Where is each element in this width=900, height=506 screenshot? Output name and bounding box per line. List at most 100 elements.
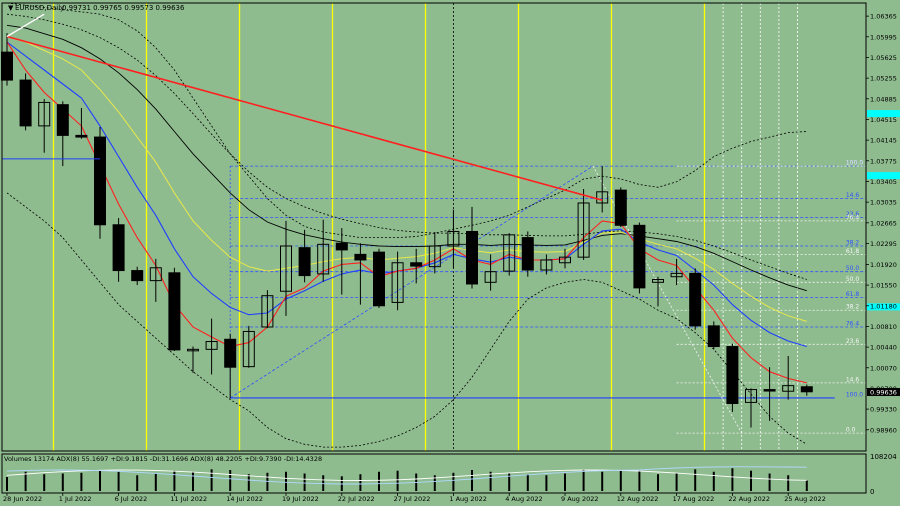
fib-level-label: 61.8 xyxy=(846,291,860,298)
bearish-candle xyxy=(466,230,478,285)
price-tick-label: 1.00070 xyxy=(870,364,897,372)
time-tick-label: 1 Aug 2022 xyxy=(449,495,487,503)
time-tick-label: 9 Aug 2022 xyxy=(561,495,599,503)
slow-sma-line xyxy=(6,13,807,280)
current-price-label: 0.99636 xyxy=(870,389,897,397)
adx-line xyxy=(6,469,807,481)
ema-slow-line xyxy=(6,36,807,322)
price-tick-label: 1.04515 xyxy=(870,116,897,124)
price-tick-label: 1.01550 xyxy=(870,282,897,290)
bullish-candle xyxy=(187,348,199,352)
white-trendline xyxy=(6,13,45,38)
overlay-lines xyxy=(2,13,900,311)
chart-symbol: EURUSD,Daily xyxy=(15,4,64,12)
price-tick-label: 1.03035 xyxy=(870,199,897,207)
time-tick-label: 22 Jul 2022 xyxy=(338,495,375,503)
bearish-candle xyxy=(224,338,237,368)
fib-level-label: 38.2 xyxy=(846,239,860,246)
price-tick-label: 1.04145 xyxy=(870,137,897,145)
bearish-candle xyxy=(131,270,144,282)
bearish-candle xyxy=(614,189,627,226)
bearish-candle xyxy=(689,272,702,327)
fib-secondary-label: 76.4 xyxy=(846,214,860,221)
bullish-candle xyxy=(428,245,441,268)
price-tick-label: 1.01920 xyxy=(870,261,897,269)
bullish-candle xyxy=(540,259,553,271)
bullish-candle xyxy=(670,272,683,278)
bullish-candle xyxy=(484,271,497,283)
fib-level-label: 14.6 xyxy=(846,192,860,199)
price-tick-label: 1.00810 xyxy=(870,323,897,331)
bearish-candle xyxy=(726,346,739,405)
time-tick-label: 1 Jul 2022 xyxy=(59,495,92,503)
bullish-candle xyxy=(38,101,51,127)
bullish-candle xyxy=(782,385,795,392)
candles xyxy=(1,33,813,428)
fib-diagonal-line xyxy=(229,165,594,399)
bearish-candle xyxy=(373,251,385,307)
fib-secondary-label: 61.8 xyxy=(846,248,860,255)
time-tick-label: 12 Aug 2022 xyxy=(617,495,659,503)
red-trendline xyxy=(6,35,603,201)
bullish-candle xyxy=(596,191,609,204)
price-tick-label: 0.99330 xyxy=(870,406,897,414)
fib-secondary-label: 50.0 xyxy=(846,276,860,283)
fib-diagonal-line xyxy=(592,165,743,434)
bullish-candle xyxy=(149,267,162,282)
bearish-candle xyxy=(410,262,423,267)
time-tick-label: 17 Aug 2022 xyxy=(673,495,715,503)
bearish-candle xyxy=(633,224,646,289)
fib-level-label: 100.0 xyxy=(846,160,863,167)
bearish-candle xyxy=(19,79,32,127)
bullish-candle xyxy=(317,243,330,275)
bullish-candle xyxy=(205,341,218,350)
price-axis: 1.06365 1.05995 1.05625 1.05255 1.04885 1.045… xyxy=(866,13,900,434)
price-tick-label: 1.05995 xyxy=(870,33,897,41)
price-tick-label: 1.04885 xyxy=(870,95,897,103)
fibonacci-levels: 100.014.623.638.250.061.876.4100.0100.07… xyxy=(229,160,866,434)
bullish-candle xyxy=(559,256,571,264)
volume-panel xyxy=(6,466,808,491)
time-tick-label: 14 Jul 2022 xyxy=(226,495,263,503)
fib-level-label: 100.0 xyxy=(846,391,863,398)
time-tick-label: 6 Jul 2022 xyxy=(115,495,148,503)
fib-secondary-label: 38.2 xyxy=(846,304,860,311)
fib-secondary-label: 23.6 xyxy=(846,338,860,345)
price-tick-label: 1.06365 xyxy=(870,13,897,21)
bullish-candle xyxy=(503,234,516,272)
bearish-candle xyxy=(56,104,69,136)
time-tick-label: 25 Aug 2022 xyxy=(784,495,826,503)
sma-line xyxy=(6,24,807,292)
bullish-candle xyxy=(261,295,274,328)
volume-frame xyxy=(1,453,867,494)
bearish-candle xyxy=(1,51,13,81)
price-tick-label: 1.05255 xyxy=(870,75,897,83)
fib-secondary-label: 0.0 xyxy=(846,427,856,434)
time-tick-label: 27 Jul 2022 xyxy=(394,495,431,503)
volume-axis-max: 108204 xyxy=(870,453,897,461)
bullish-candle xyxy=(745,389,757,403)
time-tick-label: 22 Aug 2022 xyxy=(728,495,770,503)
bearish-candle xyxy=(94,136,106,226)
bearish-candle xyxy=(521,237,534,271)
ema-fast-line xyxy=(6,41,807,384)
bearish-candle xyxy=(298,247,311,277)
chart-ohlc: 0.99731 0.99765 0.99573 0.99636 xyxy=(62,4,185,12)
volume-axis-zero: 0 xyxy=(870,488,874,496)
bullish-candle xyxy=(447,230,460,247)
bearish-candle xyxy=(335,242,348,251)
price-tick-label: 1.03775 xyxy=(870,157,897,165)
upper-band-line xyxy=(6,2,807,239)
price-tick-label: 1.05625 xyxy=(870,54,897,62)
time-axis: 28 Jun 2022 1 Jul 2022 6 Jul 2022 11 Jul 20… xyxy=(3,493,826,503)
fib-secondary-label: 100.0 xyxy=(846,160,863,167)
plot-frame xyxy=(1,2,867,452)
bearish-candle xyxy=(112,224,125,272)
price-tick-label: 1.00440 xyxy=(870,344,897,352)
bullish-candle xyxy=(652,279,664,283)
vertical-lines xyxy=(52,3,798,451)
fib-level-label: 50.0 xyxy=(846,265,860,272)
fib-level-label: 76.4 xyxy=(846,320,860,327)
